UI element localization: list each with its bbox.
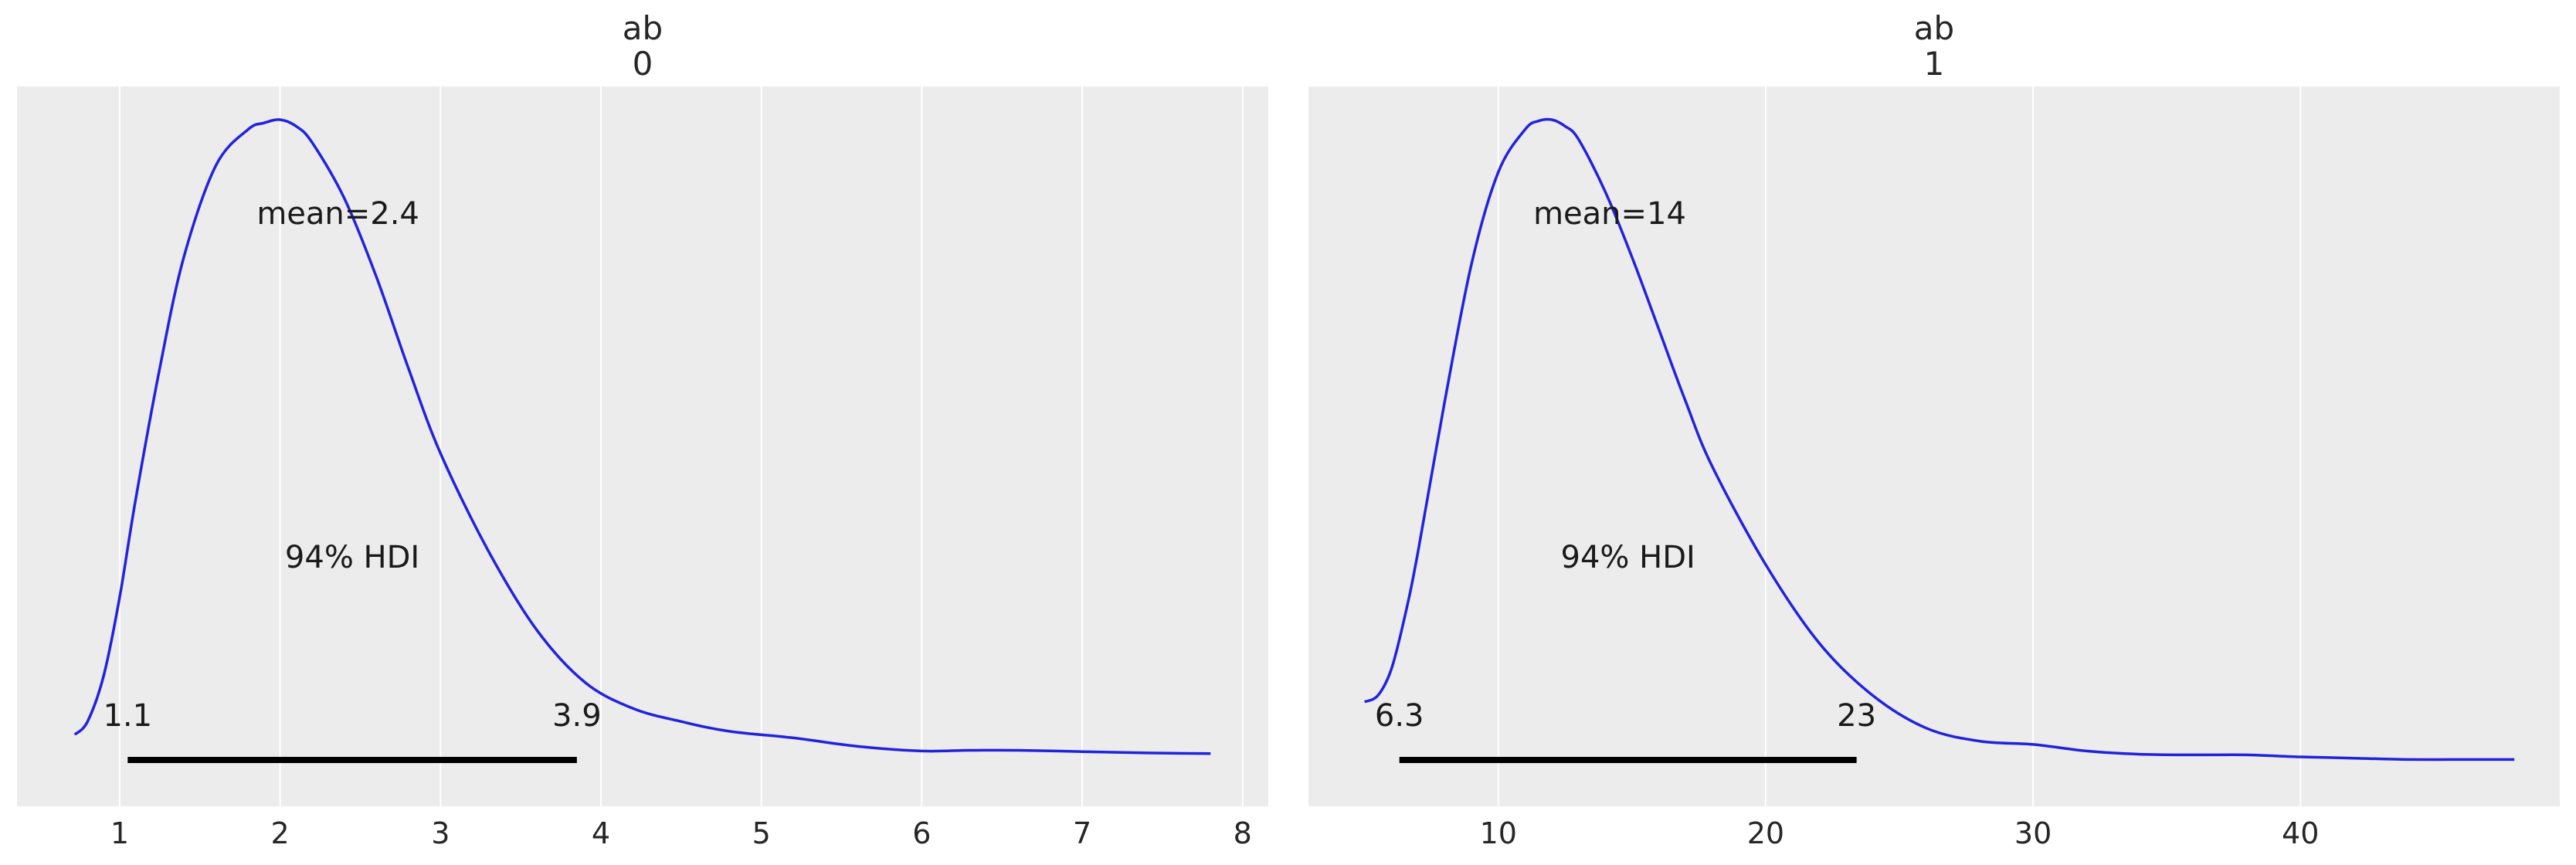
x-tick-label: 30 xyxy=(2014,816,2052,850)
hdi-high-label: 3.9 xyxy=(552,698,602,734)
hdi-label: 94% HDI xyxy=(285,540,419,575)
plot-background xyxy=(17,86,1268,806)
hdi-low-label: 6.3 xyxy=(1375,698,1424,734)
x-tick-label: 20 xyxy=(1747,816,1784,850)
x-tick-label: 7 xyxy=(1073,816,1091,850)
x-tick-label: 10 xyxy=(1480,816,1517,850)
panel-0-title: ab 0 xyxy=(17,11,1268,82)
hdi-high-label: 23 xyxy=(1837,698,1876,734)
panel-1-title-line-1: ab xyxy=(1913,9,1955,47)
hdi-low-label: 1.1 xyxy=(103,698,152,734)
panel-1-title-line-2: 1 xyxy=(1923,45,1945,83)
x-tick-label: 2 xyxy=(271,816,290,850)
x-tick-label: 3 xyxy=(431,816,450,850)
hdi-label: 94% HDI xyxy=(1561,540,1695,575)
x-tick-label: 40 xyxy=(2282,816,2319,850)
density-line xyxy=(73,118,1211,755)
x-tick-label: 8 xyxy=(1234,816,1252,850)
panel-1-title: ab 1 xyxy=(1308,11,2560,82)
panel-0: 1 2 3 4 5 6 7 8 1.1 3.9 94% HDI mean=2.4 xyxy=(17,86,1268,850)
panel-0-title-line-2: 0 xyxy=(632,45,653,83)
plot-background xyxy=(1308,86,2560,806)
density-line xyxy=(1363,117,2515,762)
panel-0-title-line-1: ab xyxy=(622,9,664,47)
panel-1: 10 20 30 40 6.3 23 94% HDI mean=14 xyxy=(1308,86,2560,850)
x-tick-label: 6 xyxy=(912,816,931,850)
x-tick-label: 4 xyxy=(592,816,610,850)
x-tick-label: 5 xyxy=(752,816,771,850)
mean-label: mean=2.4 xyxy=(256,196,419,232)
mean-label: mean=14 xyxy=(1533,196,1686,232)
x-tick-label: 1 xyxy=(110,816,129,850)
